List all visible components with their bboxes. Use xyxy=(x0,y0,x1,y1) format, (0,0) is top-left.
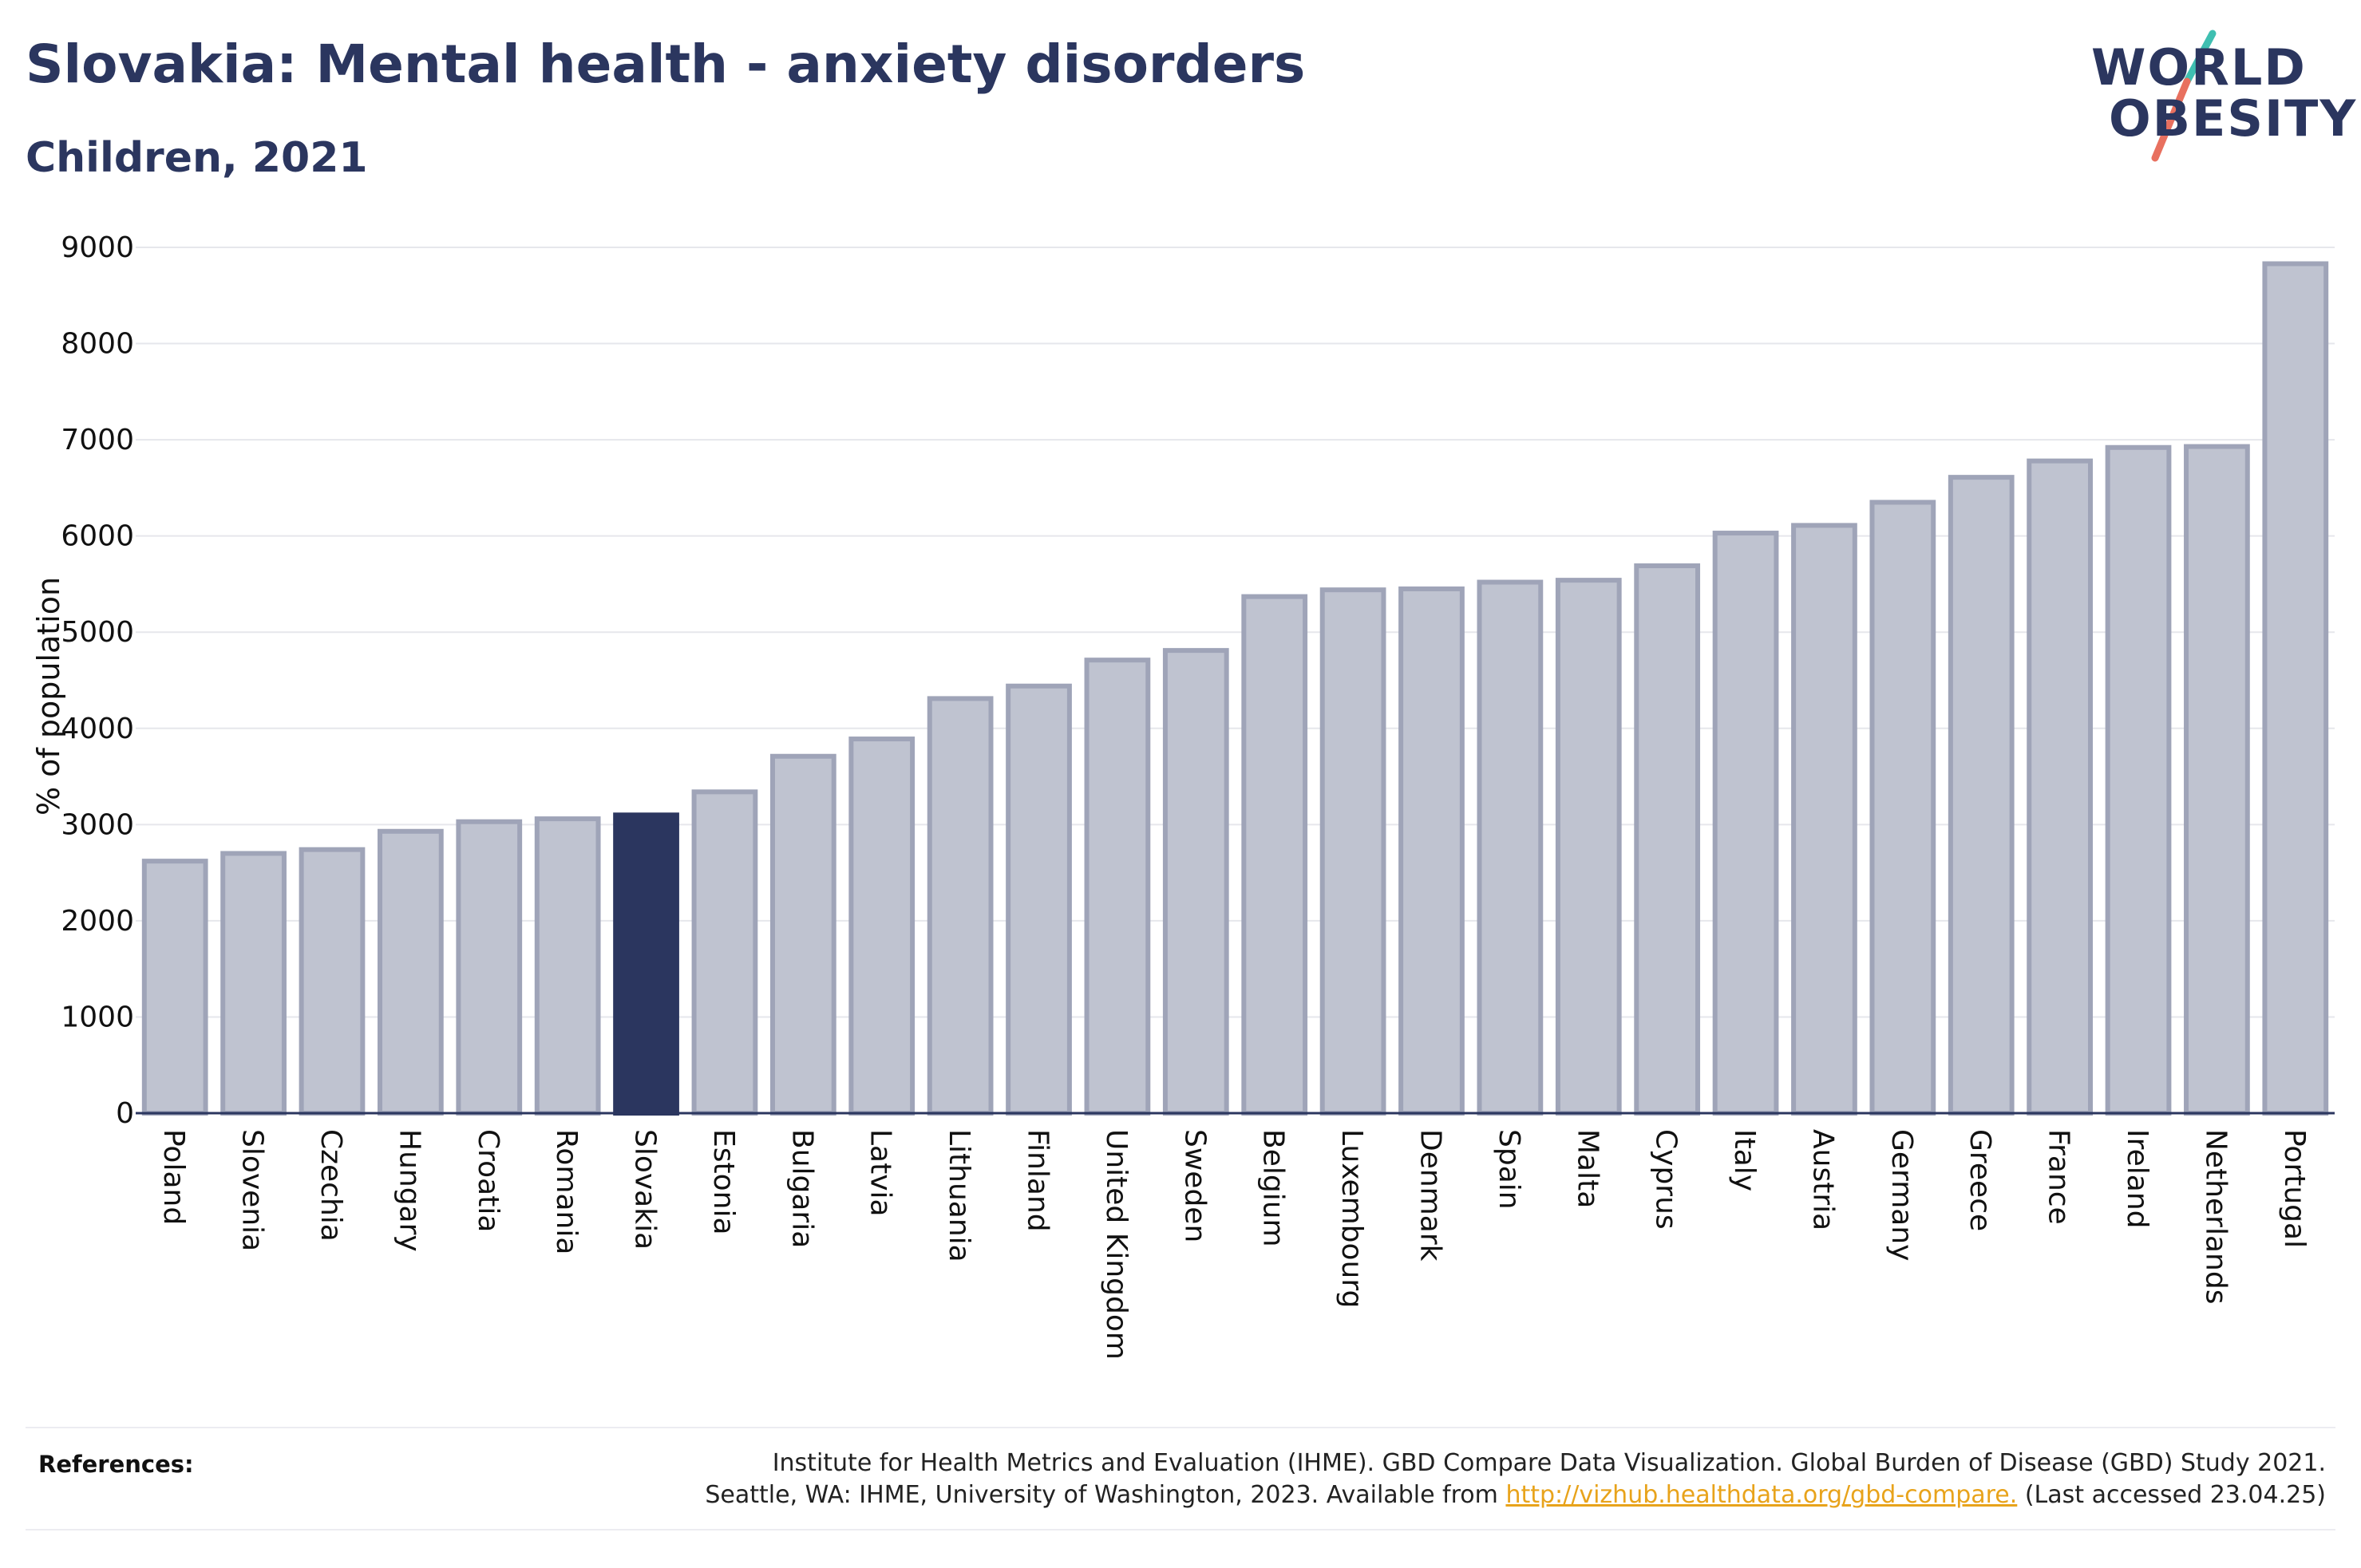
reference-line-1: Institute for Health Metrics and Evaluat… xyxy=(772,1449,2326,1477)
bar-portugal xyxy=(2262,261,2329,1116)
bar-slovenia xyxy=(220,851,287,1116)
references-panel: References: Institute for Health Metrics… xyxy=(26,1427,2335,1530)
x-tick-label: United Kingdom xyxy=(1100,1129,1133,1360)
x-tick-label: Sweden xyxy=(1178,1129,1211,1242)
chart-title: Slovakia: Mental health - anxiety disord… xyxy=(26,34,1306,95)
x-tick-label: Poland xyxy=(157,1129,190,1225)
y-tick-label: 9000 xyxy=(61,231,134,264)
bar-luxembourg xyxy=(1319,587,1386,1116)
bar-italy xyxy=(1712,531,1779,1116)
x-tick-label: Czechia xyxy=(314,1129,347,1242)
bar-bulgaria xyxy=(769,753,836,1116)
x-tick-label: Greece xyxy=(1964,1129,1996,1231)
y-tick-label: 6000 xyxy=(61,520,134,553)
reference-line-2: Seattle, WA: IHME, University of Washing… xyxy=(705,1481,1498,1509)
y-tick-label: 1000 xyxy=(61,1001,134,1033)
x-tick-label: France xyxy=(2043,1129,2075,1225)
bar-ireland xyxy=(2105,444,2172,1116)
bar-romania xyxy=(534,816,601,1116)
bar-united-kingdom xyxy=(1084,658,1151,1116)
bar-spain xyxy=(1477,579,1544,1116)
y-tick-label: 8000 xyxy=(61,328,134,361)
bar-greece xyxy=(1948,475,2015,1116)
x-tick-label: Bulgaria xyxy=(785,1129,818,1248)
bar-hungary xyxy=(378,828,444,1116)
bar-czechia xyxy=(299,847,366,1116)
bar-poland xyxy=(141,859,208,1116)
x-tick-label: Germany xyxy=(1885,1129,1918,1261)
x-tick-label: Hungary xyxy=(393,1129,425,1252)
x-tick-label: Croatia xyxy=(472,1129,504,1232)
x-tick-label: Lithuania xyxy=(943,1129,975,1262)
x-tick-label: Italy xyxy=(1728,1129,1761,1191)
x-tick-label: Denmark xyxy=(1414,1129,1446,1262)
bar-cyprus xyxy=(1634,563,1701,1116)
bar-chart: 0 1000 2000 3000 4000 5000 6000 7000 8000 9000 % o… xyxy=(31,231,2335,1360)
x-tick-label: Slovenia xyxy=(236,1129,269,1251)
y-tick-label: 0 xyxy=(116,1097,134,1130)
x-tick-label: Latvia xyxy=(864,1129,897,1217)
bar-latvia xyxy=(848,737,916,1116)
bar-france xyxy=(2027,458,2093,1116)
reference-accessed: (Last accessed 23.04.25) xyxy=(2024,1481,2326,1509)
x-tick-label: Malta xyxy=(1571,1129,1604,1208)
bar-croatia xyxy=(456,819,523,1116)
bar-austria xyxy=(1791,523,1857,1116)
x-tick-label: Portugal xyxy=(2278,1129,2311,1248)
bar-estonia xyxy=(691,789,758,1116)
x-tick-label: Belgium xyxy=(1257,1129,1290,1247)
bar-lithuania xyxy=(927,696,994,1116)
bar-netherlands xyxy=(2184,444,2250,1116)
reference-link[interactable]: http://vizhub.healthdata.org/gbd-compare… xyxy=(1505,1481,2018,1509)
world-obesity-logo: WORLD OBESITY xyxy=(2075,24,2355,168)
bar-denmark xyxy=(1398,586,1465,1116)
x-tick-label: Estonia xyxy=(707,1129,740,1235)
x-tick-label: Austria xyxy=(1806,1129,1839,1230)
x-tick-label: Luxembourg xyxy=(1335,1129,1368,1308)
x-tick-label: Netherlands xyxy=(2199,1129,2232,1304)
references-text: Institute for Health Metrics and Evaluat… xyxy=(490,1448,2326,1511)
y-axis-label: % of population xyxy=(31,577,66,816)
bar-slovakia xyxy=(613,812,679,1116)
logo-slash-icon xyxy=(2151,30,2217,162)
x-tick-label: Finland xyxy=(1022,1129,1054,1232)
bar-finland xyxy=(1006,683,1072,1116)
x-tick-label: Spain xyxy=(1493,1129,1525,1210)
bar-belgium xyxy=(1241,594,1308,1116)
y-tick-label: 2000 xyxy=(61,905,134,938)
y-tick-label: 7000 xyxy=(61,424,134,456)
x-tick-label: Romania xyxy=(550,1129,583,1254)
y-tick-label: 4000 xyxy=(61,713,134,745)
references-label: References: xyxy=(38,1451,194,1478)
x-tick-label: Slovakia xyxy=(629,1129,662,1250)
y-tick-label: 3000 xyxy=(61,808,134,841)
logo-word-obesity: OBESITY xyxy=(2109,89,2358,148)
y-tick-label: 5000 xyxy=(61,616,134,649)
bar-germany xyxy=(1869,500,1936,1116)
chart-subtitle: Children, 2021 xyxy=(26,134,368,182)
logo-word-world: WORLD xyxy=(2091,38,2307,97)
bar-malta xyxy=(1555,578,1622,1116)
x-tick-label: Ireland xyxy=(2121,1129,2153,1229)
bar-sweden xyxy=(1162,648,1229,1116)
x-tick-label: Cyprus xyxy=(1650,1129,1683,1230)
